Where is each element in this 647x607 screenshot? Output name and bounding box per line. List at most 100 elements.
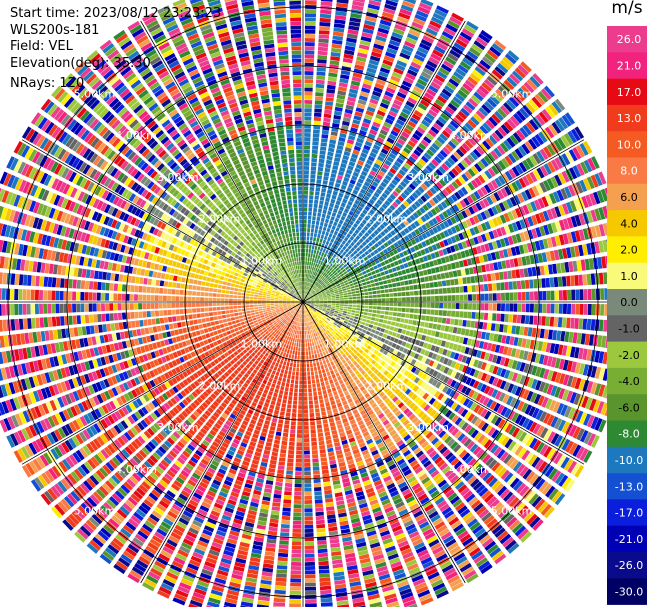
gate [531, 214, 538, 226]
gate [303, 368, 307, 372]
gate [382, 94, 393, 102]
gate [311, 379, 316, 384]
gate [460, 186, 469, 196]
gate [380, 289, 385, 294]
gate [333, 208, 338, 214]
gate [483, 184, 492, 194]
gate [316, 349, 320, 354]
gate [294, 495, 302, 500]
gate [548, 103, 559, 116]
gate [347, 289, 352, 293]
gate [594, 208, 602, 221]
gate [396, 239, 403, 246]
gate [360, 308, 365, 312]
gate [297, 334, 300, 339]
gate [428, 109, 438, 118]
gate [397, 270, 403, 276]
gate [303, 290, 305, 294]
gate [303, 300, 307, 302]
gate [316, 528, 326, 533]
gate [430, 388, 438, 396]
gate [351, 76, 362, 83]
gate [307, 291, 310, 296]
gate [470, 116, 480, 126]
gate [306, 303, 311, 306]
gate [296, 450, 302, 455]
gate [369, 302, 373, 306]
gate [384, 174, 392, 182]
gate [531, 456, 541, 468]
gate [465, 218, 472, 227]
gate [317, 212, 322, 217]
gate [525, 339, 531, 349]
gate [350, 226, 356, 232]
gate [525, 102, 536, 114]
gate [274, 589, 286, 595]
gate [334, 245, 339, 250]
gate [464, 268, 470, 275]
gate [421, 232, 428, 240]
gate [322, 294, 327, 297]
gate [472, 69, 484, 80]
gate [407, 69, 418, 77]
gate [316, 175, 323, 180]
gate [290, 429, 296, 434]
gate [343, 53, 354, 60]
gate [594, 225, 602, 238]
gate [369, 298, 373, 302]
gate [371, 148, 379, 155]
gate [473, 131, 483, 141]
gate [381, 294, 386, 298]
gate [339, 243, 344, 249]
gate [311, 303, 315, 305]
gate [348, 25, 360, 31]
gate [546, 178, 555, 190]
gate [370, 125, 379, 132]
gate [444, 85, 455, 94]
gate [546, 144, 556, 156]
gate [414, 271, 420, 278]
gate [494, 272, 500, 281]
gate [304, 71, 314, 76]
gate [438, 191, 446, 200]
gate [314, 370, 318, 375]
gate [467, 136, 477, 146]
gate [312, 241, 316, 246]
gate [585, 194, 593, 207]
gate [315, 503, 324, 508]
gate [326, 214, 331, 220]
gate [386, 352, 392, 358]
gate [360, 299, 365, 302]
gate [357, 320, 362, 324]
gate [313, 286, 317, 290]
gate [340, 70, 351, 76]
gate [378, 106, 388, 113]
gate [574, 377, 582, 390]
gate [400, 84, 411, 92]
gate [316, 524, 326, 529]
gate [488, 230, 495, 240]
gate [576, 163, 585, 176]
gate [531, 378, 538, 390]
gate [554, 206, 562, 218]
gate [331, 303, 336, 306]
gate [581, 395, 589, 408]
gate [517, 303, 522, 312]
gate [464, 411, 472, 420]
gate [316, 278, 320, 282]
gate [373, 86, 383, 94]
gate [415, 258, 421, 265]
gate [332, 31, 344, 37]
gate [510, 348, 517, 358]
gate [304, 116, 312, 121]
gate [299, 376, 303, 381]
gate [496, 216, 503, 226]
gate [389, 302, 394, 307]
gate [319, 13, 332, 19]
gate [311, 149, 318, 154]
gate [524, 189, 533, 200]
gate [349, 17, 362, 23]
gate [303, 269, 305, 274]
gate [518, 206, 526, 217]
gate [496, 313, 501, 322]
